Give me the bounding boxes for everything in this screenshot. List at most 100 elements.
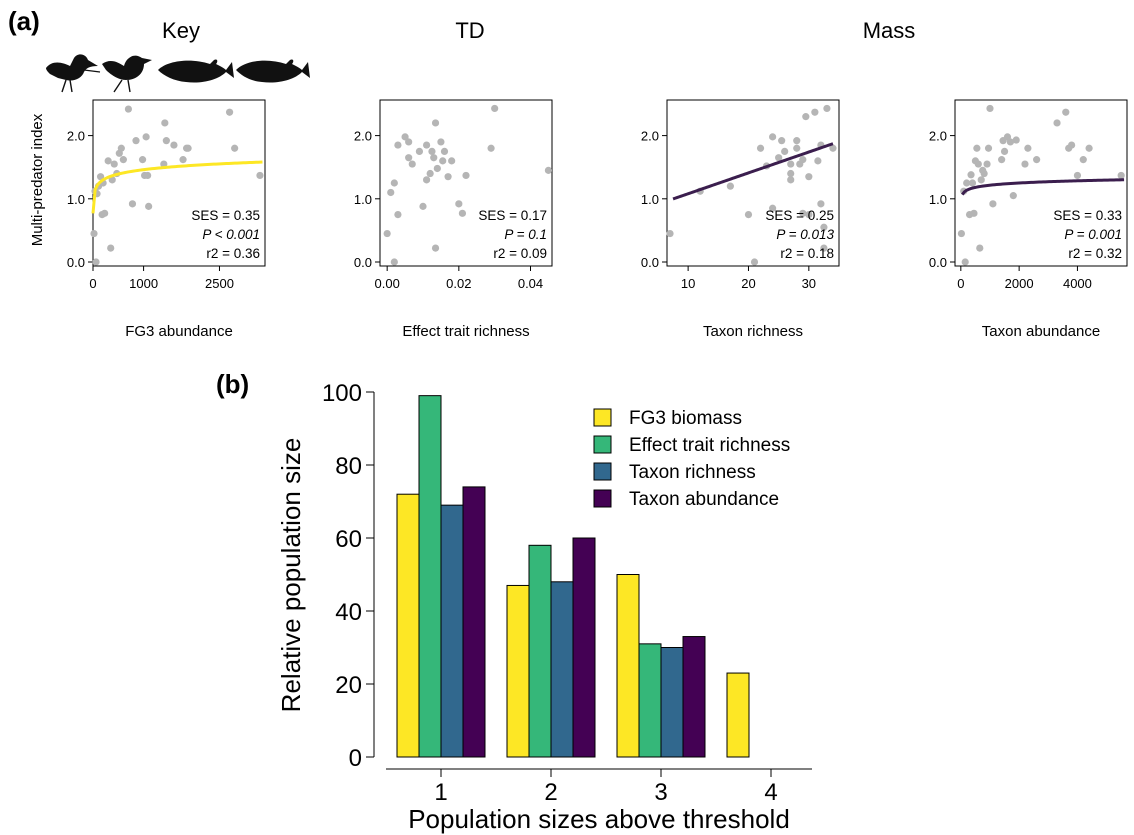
x-tick-label: 0.04 — [518, 276, 543, 291]
data-point — [1117, 171, 1125, 180]
p-stat: P = 0.001 — [1064, 227, 1122, 242]
ses-stat: SES = 0.17 — [478, 208, 547, 223]
bar — [440, 504, 464, 758]
data-point — [829, 144, 837, 152]
bar — [726, 672, 750, 758]
data-point — [983, 160, 991, 168]
plot-frame — [379, 99, 553, 267]
group-title-key: Key — [162, 18, 200, 43]
fit-line — [961, 178, 1125, 196]
legend-label: Effect trait richness — [629, 435, 790, 456]
fit-line — [91, 160, 263, 214]
data-point — [256, 171, 264, 180]
legend-label: FG3 biomass — [629, 408, 742, 429]
data-point — [108, 176, 116, 184]
data-point — [101, 209, 109, 217]
data-point — [802, 113, 810, 121]
bar — [506, 584, 530, 758]
data-point — [778, 137, 786, 145]
bar-chart: 0 20 40 60 80 100 1 2 3 4 Relative population size… — [276, 380, 812, 834]
data-point — [973, 144, 981, 152]
data-point — [1024, 144, 1032, 152]
data-point — [433, 164, 441, 173]
legend-label: Taxon abundance — [629, 489, 779, 510]
data-point — [394, 211, 402, 219]
data-point — [986, 104, 994, 113]
data-point — [787, 169, 795, 178]
data-point — [1073, 171, 1082, 180]
plot-frame — [954, 99, 1128, 267]
data-point — [1079, 156, 1087, 164]
data-point — [170, 141, 178, 149]
legend-swatch — [593, 408, 612, 427]
data-point — [744, 211, 753, 219]
data-point — [989, 200, 997, 208]
data-point — [144, 171, 152, 180]
r2-stat: r2 = 0.09 — [493, 246, 547, 261]
data-point — [107, 244, 115, 252]
bar — [462, 486, 486, 758]
data-point — [1053, 119, 1061, 127]
data-point — [431, 119, 440, 127]
group-title-td: TD — [455, 18, 484, 43]
y-tick-label: 60 — [335, 526, 362, 553]
data-point — [132, 137, 140, 145]
data-point — [145, 202, 153, 210]
data-point — [820, 244, 828, 252]
data-point — [726, 182, 734, 190]
data-point — [974, 160, 982, 168]
y-tick-label: 0.0 — [929, 255, 947, 270]
y-tick-label: 1.0 — [67, 192, 85, 207]
data-point — [160, 160, 168, 168]
x-tick-label: 2 — [544, 779, 557, 806]
data-point — [415, 147, 424, 155]
data-point — [455, 200, 463, 208]
data-point — [775, 154, 783, 162]
data-point — [440, 147, 449, 155]
data-point — [90, 229, 98, 238]
data-point — [957, 229, 966, 238]
r2-stat: r2 = 0.36 — [206, 246, 260, 261]
y-tick-label: 1.0 — [929, 192, 947, 207]
data-point — [117, 144, 125, 152]
panel-label-b: (b) — [216, 369, 249, 399]
data-point — [184, 144, 192, 152]
x-tick-label: 1 — [434, 779, 447, 806]
data-point — [225, 108, 234, 116]
y-tick-label: 2.0 — [929, 129, 947, 144]
data-point — [793, 137, 801, 145]
y-tick-label: 1.0 — [354, 192, 372, 207]
data-point — [138, 156, 147, 164]
x-tick-label: 2000 — [1005, 276, 1034, 291]
x-axis-title: FG3 abundance — [125, 323, 233, 340]
data-point — [96, 173, 105, 181]
x-tick-label: 0.02 — [446, 276, 471, 291]
y-tick-label: 20 — [335, 672, 362, 699]
data-point — [1021, 160, 1029, 168]
y-tick-label: 80 — [335, 453, 362, 480]
ses-stat: SES = 0.33 — [1053, 208, 1122, 223]
bar — [550, 581, 574, 758]
data-point — [110, 160, 118, 168]
data-point — [1068, 141, 1076, 149]
bar — [638, 643, 662, 758]
bar — [528, 544, 552, 758]
data-point — [1009, 192, 1017, 200]
x-tick-label: 0 — [957, 276, 964, 291]
bar — [616, 574, 640, 758]
data-point — [162, 137, 170, 145]
bird-icon — [46, 54, 101, 93]
data-point — [458, 209, 467, 217]
data-point — [1062, 108, 1070, 116]
data-point — [422, 141, 431, 149]
x-tick-label: 2500 — [205, 276, 234, 291]
data-point — [805, 173, 813, 181]
subplot-taxon-richness: 0.0 1.0 2.0 10 20 30 Taxon richness SES = 0.25 P… — [641, 99, 840, 340]
y-tick-label: 0 — [349, 745, 362, 772]
data-point — [817, 200, 825, 208]
y-tick-label: 40 — [335, 599, 362, 626]
data-point — [119, 156, 127, 164]
x-tick-label: 30 — [802, 276, 816, 291]
x-axis-title: Taxon richness — [703, 323, 803, 340]
